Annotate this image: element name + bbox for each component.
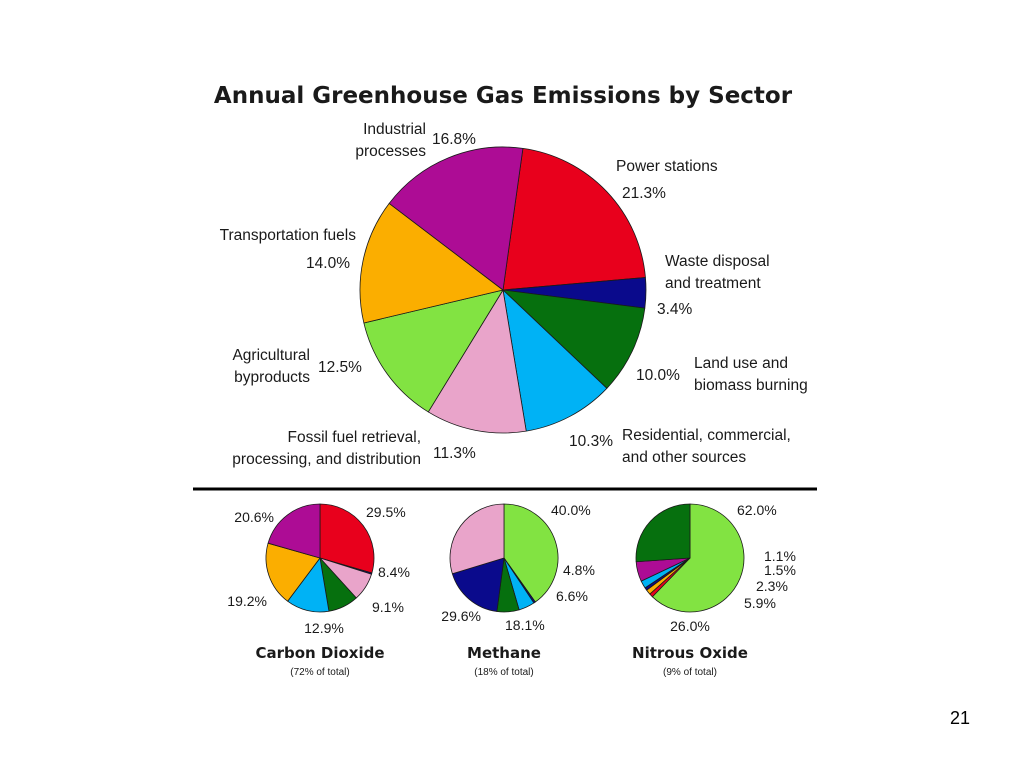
main-label-land-use-and-biomass-burning: Land use and	[694, 355, 788, 372]
ch4-slice-18-1	[451, 557, 505, 612]
main-pct-residential-commercial-and-other-sources: 10.3%	[569, 433, 613, 450]
co2-slice-29-5	[319, 503, 375, 574]
n2o-pct-1-5: 1.5%	[764, 562, 796, 578]
co2-pct-20-6: 20.6%	[234, 509, 274, 525]
ch4-slice-40-0	[503, 503, 559, 603]
methane-pie	[449, 503, 559, 613]
nitrous-oxide-subtitle: (9% of total)	[663, 667, 717, 678]
main-label-industrial-processes: Industrial	[363, 121, 426, 138]
n2o-pct-62-0: 62.0%	[737, 502, 777, 518]
ch4-pct-4-8: 4.8%	[563, 562, 595, 578]
n2o-pct-5-9: 5.9%	[744, 595, 776, 611]
main-slice-agricultural-byproducts	[363, 289, 504, 413]
main-slice-industrial-processes	[388, 146, 524, 291]
main-label-agricultural-byproducts: Agricultural	[232, 347, 310, 364]
main-pct-industrial-processes: 16.8%	[432, 131, 476, 148]
co2-pct-9-1: 9.1%	[372, 599, 404, 615]
main-slice-transportation-fuels	[359, 202, 504, 324]
carbon-dioxide-pie	[265, 503, 375, 613]
chart-title: Annual Greenhouse Gas Emissions by Secto…	[214, 83, 793, 109]
carbon-dioxide-title: Carbon Dioxide	[255, 644, 384, 662]
main-pie-labels: Power stations 21.3% Waste disposal and tre…	[220, 121, 808, 468]
main-pie	[359, 146, 647, 434]
main-label-power-stations: Power stations	[616, 158, 718, 175]
co2-pct-12-9: 12.9%	[304, 620, 344, 636]
page-number: 21	[949, 708, 970, 728]
ch4-pct-6-6: 6.6%	[556, 588, 588, 604]
main-label-waste-disposal-and-treatment: Waste disposal	[665, 253, 770, 270]
main-slice-residential-commercial-and-other-sources	[502, 289, 608, 432]
n2o-pct-26-0: 26.0%	[670, 618, 710, 634]
main-label-fossil-fuel-retrieval-processing-and-distribution: Fossil fuel retrieval,	[287, 429, 421, 446]
ch4-pct-29-6: 29.6%	[441, 608, 481, 624]
n2o-pct-1-1: 1.1%	[764, 548, 796, 564]
nitrous-oxide-title: Nitrous Oxide	[632, 644, 748, 662]
main-label-transportation-fuels: Transportation fuels	[220, 227, 357, 244]
n2o-pct-2-3: 2.3%	[756, 578, 788, 594]
main-pct-land-use-and-biomass-burning: 10.0%	[636, 367, 680, 384]
main-label-industrial-processes-line2: processes	[355, 143, 426, 160]
ch4-pct-40-0: 40.0%	[551, 502, 591, 518]
methane-subtitle: (18% of total)	[474, 667, 533, 678]
main-label-land-use-and-biomass-burning-line2: biomass burning	[694, 377, 808, 394]
co2-slice-20-6	[267, 503, 321, 559]
main-label-residential-commercial-and-other-sources: Residential, commercial,	[622, 427, 791, 444]
n2o-slice-26-0	[635, 503, 691, 563]
main-label-fossil-fuel-retrieval-processing-and-distribution-line2: processing, and distribution	[232, 451, 421, 468]
main-slice-power-stations	[502, 147, 646, 291]
co2-pct-19-2: 19.2%	[227, 593, 267, 609]
main-label-residential-commercial-and-other-sources-line2: and other sources	[622, 449, 746, 466]
main-label-waste-disposal-and-treatment-line2: and treatment	[665, 275, 761, 292]
main-pct-fossil-fuel-retrieval-processing-and-distribution: 11.3%	[433, 445, 476, 462]
main-pct-agricultural-byproducts: 12.5%	[318, 359, 362, 376]
ch4-slice-29-6	[449, 503, 505, 575]
nitrous-oxide-pie	[635, 503, 745, 613]
carbon-dioxide-subtitle: (72% of total)	[290, 667, 349, 678]
methane-title: Methane	[467, 644, 541, 662]
small-pie-labels: 29.5% 8.4% 9.1% 12.9% 19.2% 20.6% 40.0% 4.8% 6.6…	[227, 502, 796, 636]
main-pct-waste-disposal-and-treatment: 3.4%	[657, 301, 693, 318]
co2-slice-19-2	[265, 542, 321, 602]
main-slice-land-use-and-biomass-burning	[502, 289, 646, 389]
main-slice-fossil-fuel-retrieval-processing-and-distribution	[427, 289, 527, 434]
main-pct-power-stations: 21.3%	[622, 185, 666, 202]
ch4-pct-18-1: 18.1%	[505, 617, 545, 633]
co2-pct-29-5: 29.5%	[366, 504, 406, 520]
n2o-slice-62-0	[652, 503, 745, 613]
main-pct-transportation-fuels: 14.0%	[306, 255, 350, 272]
main-label-agricultural-byproducts-line2: byproducts	[234, 369, 310, 386]
co2-pct-8-4: 8.4%	[378, 564, 410, 580]
